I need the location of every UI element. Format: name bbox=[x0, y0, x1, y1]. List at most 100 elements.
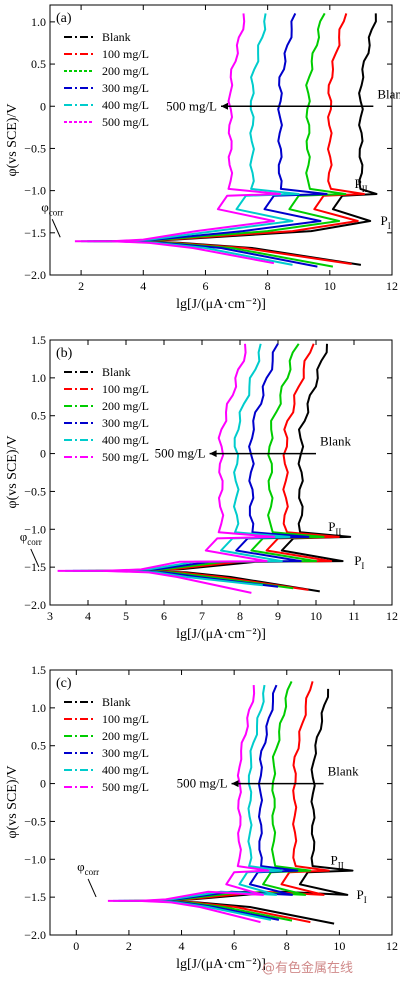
plot-frame bbox=[49, 339, 393, 606]
y-tick-label: 1.0 bbox=[31, 701, 46, 715]
legend-label-3: 300 mg/L bbox=[102, 746, 149, 760]
chart-panel-2: 0 2 4 6 8 10 12 −2.0 −1.5 −1.0 −0.5 0 0.5 1.0 1.5 lg[J/… bbox=[5, 663, 398, 972]
x-tick-label: 12 bbox=[386, 609, 398, 623]
series-cathodic-5 bbox=[103, 569, 252, 594]
series-cathodic-5 bbox=[139, 899, 261, 924]
svg-text:PI: PI bbox=[380, 213, 390, 231]
y-tick-label: 1.0 bbox=[31, 15, 46, 29]
series-line-5 bbox=[57, 343, 276, 572]
legend-label-2: 200 mg/L bbox=[102, 64, 149, 78]
svg-text:φcorr: φcorr bbox=[41, 199, 63, 217]
conc-annotation: 500 mg/L bbox=[166, 98, 217, 113]
chart-panel-1: 3 4 5 6 7 8 9 10 11 12 −2.0 −1.5 −1.0 −0.5 0 0.5 1.0 1.5 l… bbox=[5, 333, 398, 642]
y-tick-label: −1.0 bbox=[24, 852, 46, 866]
y-tick-label: −2.0 bbox=[24, 928, 46, 942]
x-tick-label: 6 bbox=[202, 279, 208, 293]
y-tick-label: 1.5 bbox=[31, 333, 46, 347]
trend-arrow-head bbox=[221, 102, 228, 110]
blank-annotation: Blank bbox=[328, 764, 360, 779]
y-tick-label: −2.0 bbox=[24, 598, 46, 612]
legend-label-2: 200 mg/L bbox=[102, 729, 149, 743]
x-axis-label: lg[J/(μA·cm⁻²)] bbox=[176, 957, 266, 972]
series-line-3 bbox=[87, 12, 328, 243]
legend-label-5: 500 mg/L bbox=[102, 780, 149, 794]
svg-text:φcorr: φcorr bbox=[77, 859, 99, 877]
series-line-1 bbox=[88, 343, 340, 572]
y-axis-label: φ(vs SCE)/V bbox=[5, 435, 20, 508]
y-axis-label: φ(vs SCE)/V bbox=[5, 103, 20, 176]
series-line-5 bbox=[107, 685, 270, 902]
x-tick-label: 4 bbox=[179, 939, 185, 953]
y-axis-label: φ(vs SCE)/V bbox=[5, 765, 20, 838]
legend-label-0: Blank bbox=[102, 30, 131, 44]
series-line-0 bbox=[134, 688, 354, 902]
x-tick-label: 4 bbox=[85, 609, 91, 623]
x-tick-label: 4 bbox=[140, 279, 146, 293]
y-tick-label: −1.0 bbox=[24, 184, 46, 198]
series-line-4 bbox=[65, 343, 291, 572]
chart-panel-0: 2 4 6 8 10 12 −2.0 −1.5 −1.0 −0.5 0 0.5 1.0 lg[J/(μA·… bbox=[5, 4, 400, 312]
conc-annotation: 500 mg/L bbox=[155, 446, 206, 461]
corr-arrow bbox=[30, 548, 40, 568]
y-tick-label: −2.0 bbox=[24, 268, 46, 282]
series-line-5 bbox=[74, 13, 282, 243]
svg-text:PII: PII bbox=[328, 519, 341, 537]
x-tick-label: 7 bbox=[199, 609, 205, 623]
trend-arrow-head bbox=[209, 450, 217, 458]
legend-label-1: 100 mg/L bbox=[102, 382, 149, 396]
x-tick-label: 6 bbox=[231, 939, 237, 953]
conc-annotation: 500 mg/L bbox=[177, 776, 228, 791]
legend-label-5: 500 mg/L bbox=[102, 450, 149, 464]
x-tick-label: 10 bbox=[310, 609, 322, 623]
series-line-3 bbox=[72, 343, 310, 572]
svg-text:PI: PI bbox=[357, 887, 367, 905]
y-tick-label: 0 bbox=[40, 447, 46, 461]
legend-label-1: 100 mg/L bbox=[102, 47, 149, 61]
series-line-0 bbox=[95, 343, 352, 572]
x-tick-label: 12 bbox=[386, 939, 398, 953]
x-axis-label: lg[J/(μA·cm⁻²)] bbox=[176, 297, 266, 312]
x-tick-label: 5 bbox=[123, 609, 129, 623]
series-line-3 bbox=[118, 684, 299, 902]
x-tick-label: 8 bbox=[284, 939, 290, 953]
x-axis-label: lg[J/(μA·cm⁻²)] bbox=[176, 627, 266, 642]
plot-frame bbox=[49, 669, 393, 936]
x-tick-label: 0 bbox=[73, 939, 79, 953]
y-tick-label: −1.5 bbox=[24, 226, 46, 240]
legend-label-5: 500 mg/L bbox=[102, 115, 149, 129]
legend-label-4: 400 mg/L bbox=[102, 433, 149, 447]
legend-label-3: 300 mg/L bbox=[102, 416, 149, 430]
y-tick-label: 0 bbox=[40, 99, 46, 113]
plot-frame bbox=[49, 4, 393, 276]
svg-text:PII: PII bbox=[331, 853, 344, 871]
svg-text:PI: PI bbox=[354, 553, 364, 571]
x-tick-label: 9 bbox=[275, 609, 281, 623]
legend-label-4: 400 mg/L bbox=[102, 98, 149, 112]
x-tick-label: 2 bbox=[78, 279, 84, 293]
y-tick-label: −1.0 bbox=[24, 522, 46, 536]
blank-annotation: Blank bbox=[377, 86, 400, 101]
series-line-2 bbox=[80, 343, 325, 572]
trend-arrow-head bbox=[231, 780, 239, 788]
legend-label-2: 200 mg/L bbox=[102, 399, 149, 413]
series-line-4 bbox=[113, 684, 283, 902]
y-tick-label: 1.0 bbox=[31, 371, 46, 385]
x-tick-label: 8 bbox=[265, 279, 271, 293]
x-tick-label: 2 bbox=[126, 939, 132, 953]
legend-label-3: 300 mg/L bbox=[102, 81, 149, 95]
panel-label: (b) bbox=[56, 346, 73, 361]
series-line-1 bbox=[128, 681, 330, 902]
watermark: @有色金属在线 bbox=[262, 961, 354, 976]
x-tick-label: 12 bbox=[386, 279, 398, 293]
svg-text:PII: PII bbox=[354, 176, 367, 194]
blank-annotation: Blank bbox=[320, 434, 352, 449]
series-line-0 bbox=[106, 13, 378, 243]
corr-arrow bbox=[51, 219, 61, 238]
y-tick-label: −0.5 bbox=[24, 484, 46, 498]
series-line-4 bbox=[81, 13, 300, 243]
panel-label: (c) bbox=[56, 676, 72, 691]
panel-label: (a) bbox=[56, 11, 72, 26]
y-tick-label: 0.5 bbox=[31, 57, 46, 71]
legend-label-1: 100 mg/L bbox=[102, 712, 149, 726]
y-tick-label: −0.5 bbox=[24, 814, 46, 828]
